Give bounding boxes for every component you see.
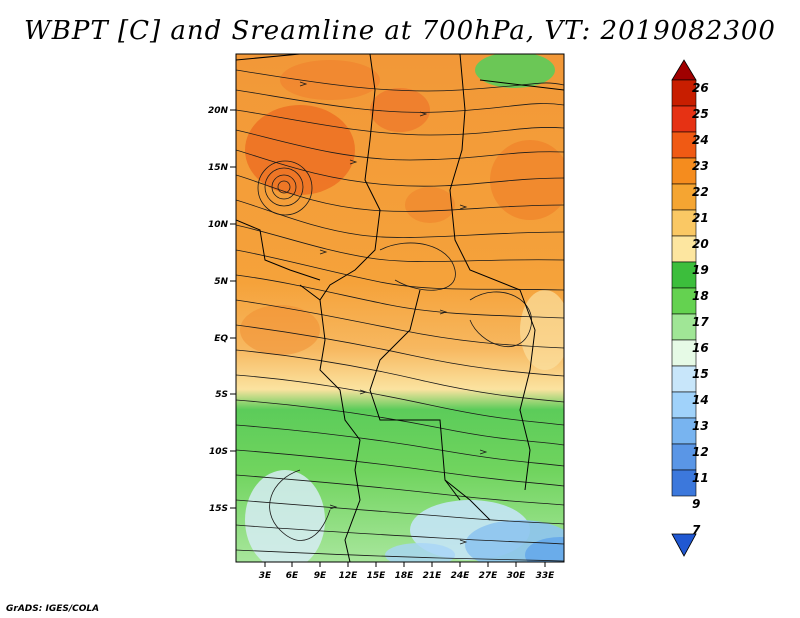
colorbar-label: 24 xyxy=(692,133,709,147)
lon-label: 6E xyxy=(286,571,299,581)
lat-label: 15S xyxy=(209,504,228,514)
colorbar-segment xyxy=(671,235,697,263)
colorbar-label: 17 xyxy=(692,315,709,329)
colorbar-segment xyxy=(671,79,697,107)
colorbar-label: 18 xyxy=(692,289,709,303)
lon-label: 12E xyxy=(339,571,359,581)
lon-label: 21E xyxy=(423,571,443,581)
colorbar-segment xyxy=(671,105,697,133)
colorbar-label: 21 xyxy=(692,211,709,225)
colorbar-label: 12 xyxy=(692,445,709,459)
lon-label: 33E xyxy=(536,571,556,581)
colorbar-label: 14 xyxy=(692,393,709,407)
colorbar-segment xyxy=(671,391,697,419)
longitude-axis: 3E 6E 9E 12E 15E 18E 21E 24E 27E 30E 33E xyxy=(259,562,555,581)
colorbar-label: 16 xyxy=(692,341,709,355)
colorbar-label: 11 xyxy=(692,471,709,485)
lon-label: 9E xyxy=(314,571,327,581)
lon-label: 15E xyxy=(367,571,387,581)
lat-label: 5N xyxy=(214,277,228,287)
colorbar-segment xyxy=(671,287,697,315)
lon-label: 27E xyxy=(479,571,499,581)
lon-label: 24E xyxy=(451,571,471,581)
lat-label: EQ xyxy=(214,334,228,344)
lat-label: 15N xyxy=(208,163,229,173)
footer-credit: GrADS: IGES/COLA xyxy=(6,604,100,614)
colorbar-label: 13 xyxy=(692,419,709,433)
lat-label: 5S xyxy=(215,390,228,400)
colorbar-segment xyxy=(671,131,697,159)
colorbar-segment xyxy=(671,469,697,497)
colorbar-top-arrow xyxy=(671,59,697,81)
map-frame xyxy=(235,53,565,563)
colorbar-label: 15 xyxy=(692,367,709,381)
colorbar-label: 7 xyxy=(692,523,701,537)
colorbar-segment xyxy=(671,157,697,185)
chart-title: WBPT [C] and Sreamline at 700hPa, VT: 20… xyxy=(24,16,776,46)
wbpt-field xyxy=(236,54,564,562)
latitude-axis: 20N 15N 10N 5N EQ 5S 10S 15S xyxy=(208,106,236,514)
lat-label: 10S xyxy=(209,447,228,457)
colorbar-segments xyxy=(671,79,697,497)
colorbar-label: 23 xyxy=(692,159,709,173)
colorbar-label: 9 xyxy=(692,497,700,511)
colorbar-label: 20 xyxy=(692,237,709,251)
lon-label: 18E xyxy=(395,571,415,581)
lat-label: 10N xyxy=(208,220,229,230)
colorbar: 26 25 24 23 22 21 20 19 18 17 16 15 14 1… xyxy=(671,59,709,557)
colorbar-label: 22 xyxy=(692,185,709,199)
colorbar-segment xyxy=(671,261,697,289)
colorbar-label: 26 xyxy=(692,81,709,95)
colorbar-label: 25 xyxy=(692,107,709,121)
colorbar-segment xyxy=(671,313,697,341)
colorbar-label: 19 xyxy=(692,263,709,277)
country-borders xyxy=(236,54,564,562)
colorbar-segment xyxy=(671,339,697,367)
colorbar-segment xyxy=(671,365,697,393)
lat-label: 20N xyxy=(208,106,229,116)
colorbar-bottom-arrow xyxy=(671,533,697,557)
lon-label: 30E xyxy=(507,571,527,581)
lon-label: 3E xyxy=(259,571,272,581)
streamlines xyxy=(236,69,564,562)
